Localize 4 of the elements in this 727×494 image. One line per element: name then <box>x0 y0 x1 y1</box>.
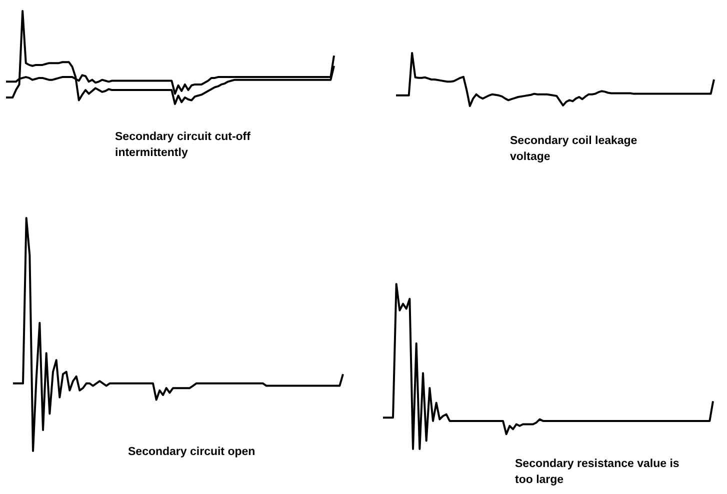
text: Secondary circuit open <box>128 446 256 458</box>
text: Secondary resistance value is too large <box>515 458 680 486</box>
text: Secondary circuit cut-off intermittently <box>115 131 251 159</box>
text: Secondary coil leakage voltage <box>510 135 638 163</box>
